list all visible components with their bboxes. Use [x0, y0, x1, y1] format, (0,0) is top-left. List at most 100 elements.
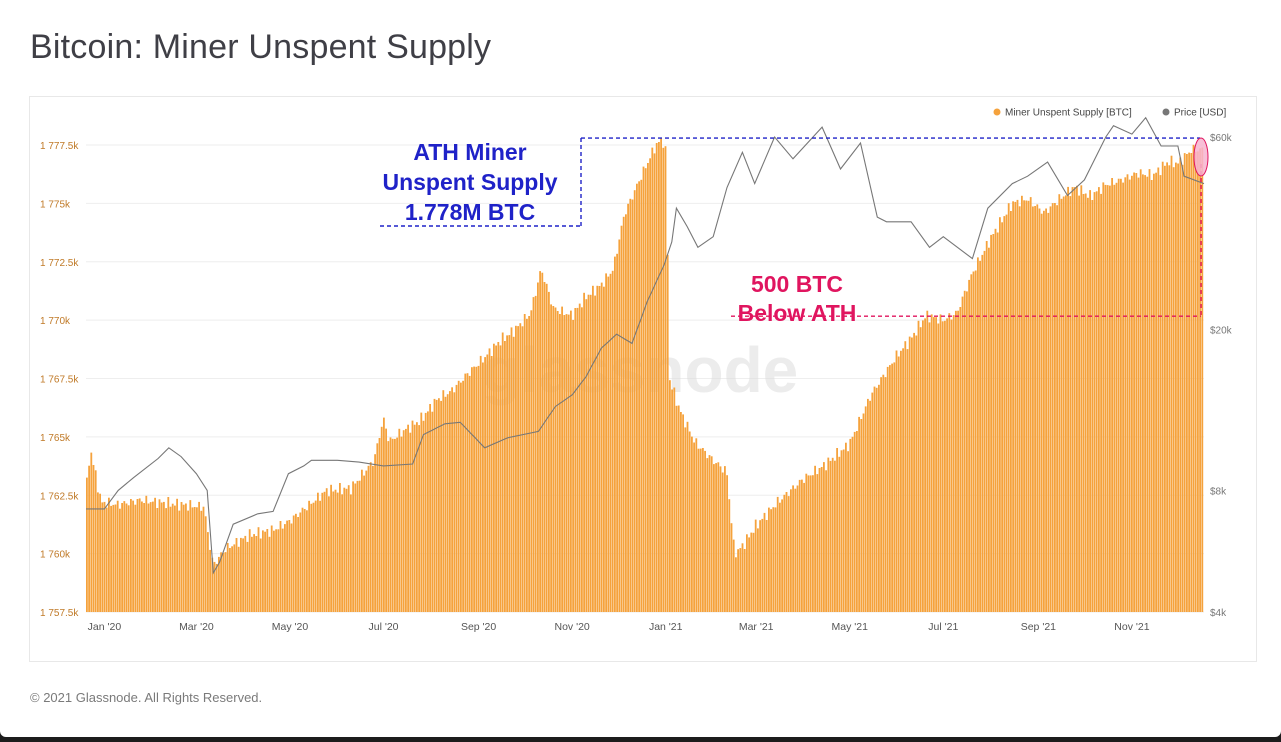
supply-bar: [543, 282, 546, 612]
supply-bar: [143, 503, 145, 612]
ath-annotation-text: ATH Miner: [413, 139, 526, 165]
supply-bar: [314, 500, 317, 612]
supply-bar: [1043, 210, 1045, 613]
supply-bar: [895, 350, 898, 612]
supply-bar: [1005, 214, 1008, 612]
supply-bar: [1153, 173, 1155, 612]
supply-bar: [574, 308, 577, 612]
supply-bar: [189, 500, 192, 612]
supply-bar: [867, 398, 869, 612]
supply-bar: [101, 502, 104, 612]
supply-bar: [640, 179, 643, 613]
ath-annotation-text: Unspent Supply: [382, 169, 557, 195]
supply-bar: [732, 539, 735, 612]
supply-bar: [609, 273, 612, 612]
ath-annotation-text: 1.778M BTC: [405, 199, 535, 225]
supply-bar: [319, 500, 321, 612]
below-ath-annotation-text: 500 BTC: [751, 271, 843, 297]
supply-bar: [449, 391, 451, 612]
supply-bar: [768, 507, 770, 612]
supply-bar: [248, 529, 251, 612]
supply-bar: [462, 380, 464, 612]
supply-bar: [842, 449, 845, 612]
supply-bar: [409, 432, 412, 612]
supply-bar: [457, 380, 460, 612]
supply-bar: [948, 313, 951, 612]
supply-bar: [671, 389, 673, 612]
supply-bar: [757, 528, 759, 612]
supply-bar: [622, 216, 625, 613]
supply-bar: [136, 499, 139, 612]
supply-bar: [273, 530, 275, 612]
supply-bar: [851, 436, 854, 612]
supply-bar: [1181, 164, 1184, 613]
supply-bar: [933, 317, 935, 612]
supply-bar: [163, 501, 165, 612]
supply-bar: [600, 282, 603, 612]
supply-bar: [790, 489, 792, 612]
supply-bar: [695, 438, 698, 612]
supply-bar: [303, 509, 306, 612]
supply-bar: [1146, 176, 1149, 612]
supply-bar: [255, 536, 258, 612]
supply-bar: [123, 501, 126, 612]
supply-bar: [1036, 204, 1039, 612]
supply-bar: [728, 499, 731, 612]
supply-bar: [570, 310, 572, 612]
supply-bar: [259, 538, 262, 612]
supply-bar: [1115, 182, 1118, 613]
supply-bar: [807, 475, 810, 612]
supply-bar: [378, 438, 381, 612]
supply-bar: [779, 502, 781, 612]
supply-bar: [130, 499, 132, 612]
supply-bar: [158, 499, 161, 612]
x-tick-label: Sep '20: [461, 621, 496, 633]
supply-bar: [829, 460, 832, 612]
supply-bar: [968, 279, 970, 612]
supply-bar: [435, 399, 438, 612]
supply-bar: [922, 320, 924, 612]
supply-bar: [1197, 151, 1199, 612]
supply-bar: [376, 443, 379, 612]
supply-bar: [818, 468, 821, 612]
supply-bar: [328, 496, 330, 612]
supply-bar: [281, 528, 284, 612]
supply-bar: [1040, 213, 1043, 612]
supply-bar: [1183, 153, 1186, 612]
supply-bar: [361, 469, 363, 612]
supply-bar: [301, 507, 304, 612]
supply-bar: [1126, 174, 1129, 613]
supply-bar: [834, 460, 836, 612]
supply-bar: [103, 501, 106, 612]
supply-bar: [1186, 154, 1188, 612]
supply-bar: [116, 500, 119, 612]
supply-bar: [686, 421, 689, 612]
supply-bar: [812, 475, 814, 612]
supply-bar: [955, 310, 957, 612]
supply-bar: [1159, 175, 1162, 612]
supply-bar: [814, 465, 816, 612]
supply-bar: [721, 472, 724, 612]
supply-bar: [680, 412, 682, 612]
supply-bar: [383, 417, 385, 612]
supply-bar: [108, 497, 110, 612]
supply-bar: [618, 239, 621, 612]
supply-bar: [405, 428, 407, 612]
supply-bar: [1014, 201, 1017, 612]
supply-bar: [717, 462, 720, 612]
supply-bar: [523, 314, 526, 612]
supply-bar: [132, 500, 134, 612]
supply-bar: [884, 377, 887, 612]
supply-bar: [312, 502, 315, 612]
supply-bar: [317, 492, 319, 612]
supply-bar: [633, 190, 636, 612]
supply-bar: [1192, 144, 1195, 613]
supply-bar: [741, 543, 744, 612]
supply-bar: [662, 147, 665, 613]
supply-bar: [325, 488, 328, 612]
supply-bar: [1076, 185, 1078, 613]
supply-bar: [902, 348, 904, 612]
supply-bar: [1199, 148, 1201, 613]
supply-bar: [253, 534, 255, 612]
supply-bar: [776, 496, 779, 612]
